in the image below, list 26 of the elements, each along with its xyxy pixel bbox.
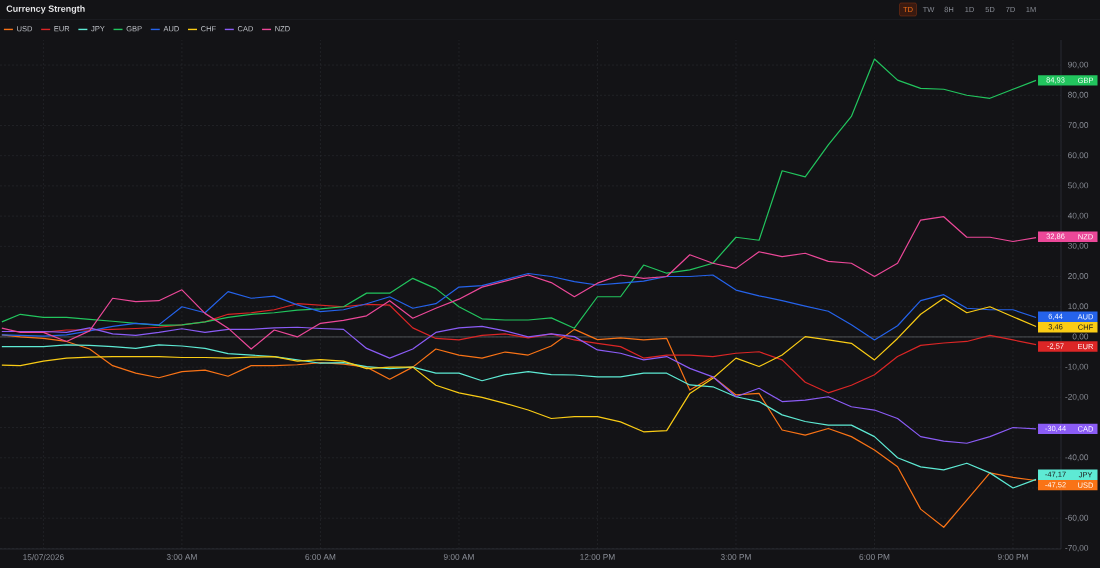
x-tick-label: 3:00 PM — [720, 554, 751, 560]
y-tick-label: 30,00 — [1068, 242, 1089, 250]
x-tick-label: 6:00 AM — [305, 554, 336, 560]
chart-title: Currency Strength — [6, 5, 85, 14]
y-tick-label: -60,00 — [1065, 514, 1089, 522]
y-tick-label: 50,00 — [1068, 182, 1089, 190]
y-tick-label: 80,00 — [1068, 91, 1089, 99]
y-tick-label: 60,00 — [1068, 152, 1089, 160]
y-tick-label: -20,00 — [1065, 393, 1089, 401]
x-tick-label: 6:00 PM — [859, 554, 890, 560]
x-tick-label: 9:00 PM — [997, 554, 1028, 560]
x-tick-label: 15/07/2026 — [23, 554, 64, 561]
y-tick-label: 40,00 — [1067, 212, 1089, 220]
y-tick-label: 90,00 — [1068, 61, 1089, 69]
y-tick-label: -40,00 — [1065, 454, 1089, 462]
y-tick-label: 0,00 — [1072, 333, 1089, 341]
line-series — [1, 328, 1037, 528]
y-tick-label: -10,00 — [1065, 363, 1089, 371]
y-tick-label: -70,00 — [1065, 544, 1089, 552]
y-tick-label: 70,00 — [1068, 122, 1089, 129]
x-tick-label: 12:00 PM — [580, 554, 615, 560]
line-series — [1, 58, 1037, 329]
x-tick-label: 3:00 AM — [166, 554, 197, 560]
y-tick-label: 10,00 — [1068, 303, 1089, 311]
y-tick-label: 20,00 — [1068, 273, 1089, 280]
x-tick-label: 9:00 AM — [443, 554, 474, 560]
